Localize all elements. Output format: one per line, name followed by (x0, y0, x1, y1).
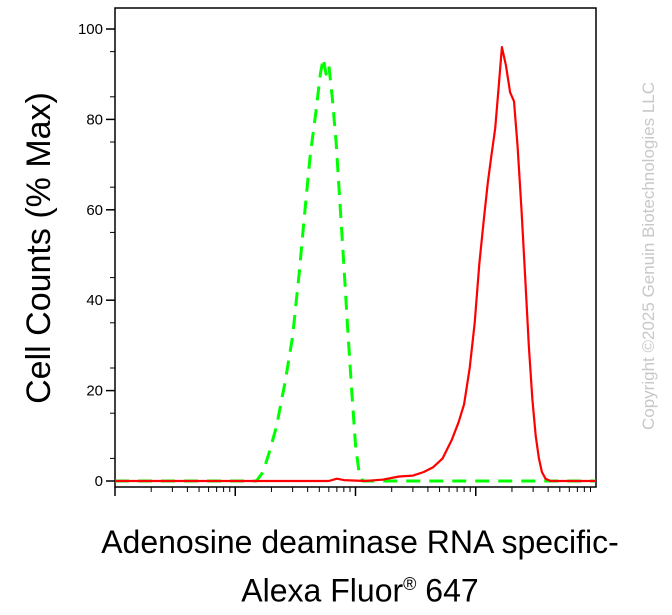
y-tick-label: 20 (86, 383, 103, 400)
x-axis-label-channel: 647 (425, 572, 479, 609)
copyright-watermark: Copyright ©2025 Genuin Biotechnologies L… (639, 82, 658, 430)
y-axis-label: Cell Counts (% Max) (20, 92, 58, 404)
y-tick-label: 100 (78, 21, 103, 38)
x-axis (114, 487, 591, 496)
y-tick-label: 0 (95, 473, 103, 490)
y-tick-label: 60 (86, 202, 103, 219)
x-axis-label-fluor: Alexa Fluor (241, 572, 404, 609)
y-tick-label: 40 (86, 292, 103, 309)
stained-histogram-line (115, 46, 596, 483)
series-layer (115, 46, 596, 483)
x-axis-label-line2: Alexa Fluor® 647 (40, 564, 672, 611)
y-axis: 0 20 40 60 80 100 (78, 21, 115, 490)
y-tick-label: 80 (86, 111, 103, 128)
x-axis-label-line1: Adenosine deaminase RNA specific- (101, 524, 619, 560)
registered-mark: ® (403, 574, 417, 594)
control-histogram-line (115, 56, 596, 483)
